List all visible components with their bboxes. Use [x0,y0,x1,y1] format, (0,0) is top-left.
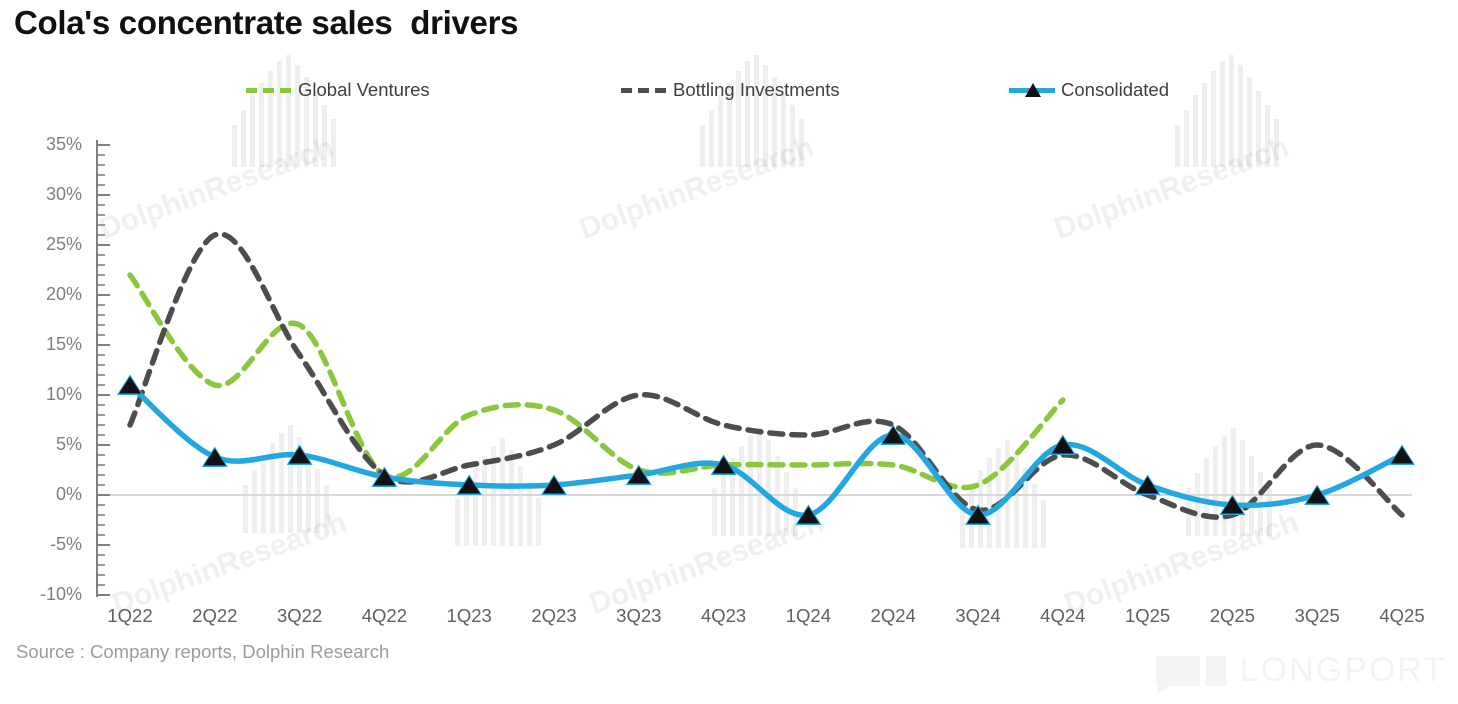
y-axis-tick-label: 10% [45,384,82,404]
longport-wordmark: LONGPORT [1240,651,1446,690]
data-point-marker[interactable] [1306,486,1329,504]
series-layer [127,231,1405,520]
y-axis-ticks [97,144,110,596]
x-axis-tick-label: 2Q25 [1209,605,1256,626]
series-line-bottling-investments [127,231,1405,520]
y-axis-tick-label: 0% [55,484,82,504]
x-axis-tick-label: 2Q24 [870,605,916,626]
y-axis-tick-label: -10% [39,584,82,604]
data-point-marker[interactable] [119,376,141,394]
page-title: Cola's concentrate sales drivers [14,4,519,41]
longport-logo: LONGPORT [1155,648,1446,694]
data-point-marker[interactable] [627,466,650,484]
data-point-marker[interactable] [288,446,311,464]
data-point-marker[interactable] [712,456,735,474]
y-axis-tick-label: 20% [45,284,82,304]
legend-swatch-dashed-gray-icon [621,81,667,99]
y-axis-tick-label: 15% [45,334,82,354]
x-axis-tick-label: 4Q23 [700,605,747,626]
legend-item-global-ventures[interactable]: Global Ventures [246,76,430,104]
data-point-marker[interactable] [203,448,226,466]
x-axis-tick-label: 3Q25 [1294,605,1340,626]
legend-label: Consolidated [1061,79,1169,100]
data-point-marker[interactable] [1051,436,1074,454]
data-point-marker[interactable] [1391,446,1413,464]
x-axis-tick-label: 4Q22 [361,605,408,626]
data-point-marker[interactable] [797,506,820,524]
legend-item-bottling-investments[interactable]: Bottling Investments [621,76,840,104]
x-axis-tick-label: 1Q25 [1124,605,1171,626]
data-point-marker[interactable] [373,468,396,486]
data-point-marker[interactable] [543,476,565,494]
legend-label: Global Ventures [298,79,430,100]
chart-legend: Global Ventures Bottling Investments Con… [246,76,1169,104]
series-line-consolidated [127,382,1405,518]
data-point-marker[interactable] [458,476,481,494]
data-point-marker[interactable] [1136,476,1159,494]
y-axis-tick-label: 30% [45,184,82,204]
x-axis-tick-label: 1Q24 [785,605,832,626]
x-axis-tick-label: 1Q22 [107,605,153,626]
x-axis-tick-label: 1Q23 [446,605,492,626]
longport-mark-icon [1155,648,1228,694]
data-point-marker[interactable] [1221,496,1244,514]
x-axis-tick-label: 3Q24 [955,605,1001,626]
legend-swatch-dashed-green-icon [246,81,292,99]
data-point-marker[interactable] [967,506,989,524]
x-axis-tick-label: 3Q23 [616,605,662,626]
x-axis-tick-label: 4Q25 [1379,605,1425,626]
y-axis-tick-label: 5% [55,434,82,454]
legend-label: Bottling Investments [673,79,840,100]
marker-layer [117,374,1415,525]
x-axis-tick-label: 2Q23 [531,605,577,626]
legend-swatch-solid-marker-icon [1009,81,1055,99]
data-point-marker[interactable] [882,426,905,444]
x-axis-tick-label: 4Q24 [1040,605,1086,626]
x-axis-tick-label: 3Q22 [276,605,323,626]
x-axis-tick-label: 2Q22 [192,605,238,626]
legend-item-consolidated[interactable]: Consolidated [1009,76,1169,104]
y-axis-tick-label: -5% [49,534,82,554]
y-axis-tick-label: 25% [45,234,82,254]
y-axis-tick-label: 35% [45,134,82,154]
source-note: Source : Company reports, Dolphin Resear… [16,641,390,662]
series-line-global-ventures [127,272,1066,491]
